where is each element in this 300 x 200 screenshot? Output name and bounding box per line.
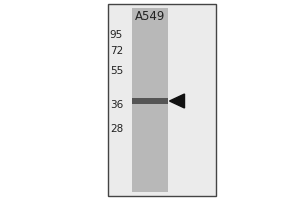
Text: A549: A549 <box>135 9 165 22</box>
Text: 55: 55 <box>110 66 123 76</box>
Polygon shape <box>169 94 184 108</box>
Bar <box>132 8 168 192</box>
Text: 36: 36 <box>110 100 123 110</box>
Bar <box>132 98 168 104</box>
Bar <box>108 4 216 196</box>
Text: 72: 72 <box>110 46 123 56</box>
Text: 95: 95 <box>110 30 123 40</box>
Text: 28: 28 <box>110 124 123 134</box>
